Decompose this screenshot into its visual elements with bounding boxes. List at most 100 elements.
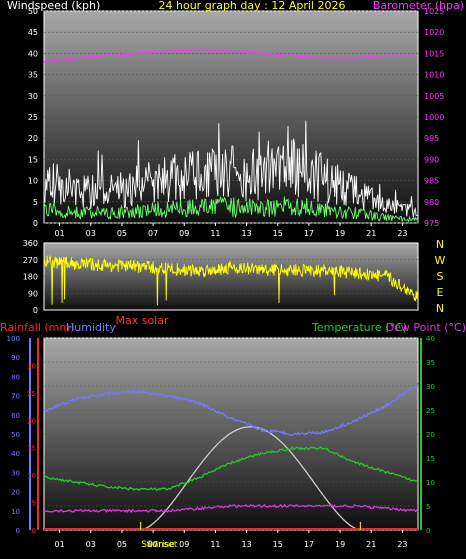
temperature-plot-area [43, 337, 419, 531]
hour-tick-label: 15 [273, 229, 283, 238]
humidity-tick-label: 80 [11, 373, 20, 381]
rainfall-axis-label: Rainfall (mm) [0, 321, 74, 334]
wind-tick-label: 0 [33, 219, 38, 228]
hour-tick-label: 07 [148, 540, 158, 549]
dewpoint-series [43, 503, 419, 514]
baro-tick-label: 1015 [424, 49, 444, 58]
temp-tick-label: 15 [426, 455, 435, 463]
compass-label: W [435, 254, 446, 267]
compass-label: N [436, 238, 444, 251]
baro-tick-label: 975 [424, 219, 439, 228]
hour-tick-label: 23 [397, 229, 407, 238]
wind-barometer-panel: 0510152025303540455097598098599099510001… [7, 0, 464, 238]
compass-label: N [436, 302, 444, 315]
temp-tick-label: 5 [426, 503, 430, 511]
hour-tick-label: 13 [241, 540, 251, 549]
wind-tick-label: 50 [28, 7, 38, 16]
baro-tick-label: 1000 [424, 113, 444, 122]
dewpoint-axis-label: Dew Point (°C) [386, 321, 466, 334]
humidity-tick-label: 100 [7, 335, 20, 343]
baro-tick-label: 980 [424, 198, 439, 207]
hour-tick-label: 01 [54, 540, 64, 549]
barometer-axis-label: Barometer (hpa) [373, 0, 464, 12]
barometer-series [43, 48, 417, 63]
direction-tick-label: 0 [33, 306, 38, 315]
max-solar-label: Max solar [115, 314, 168, 327]
hour-tick-label: 21 [366, 540, 376, 549]
wind-tick-label: 10 [28, 177, 38, 186]
hour-tick-label: 11 [210, 229, 220, 238]
temp-tick-label: 25 [426, 407, 435, 415]
direction-plot-area [43, 242, 419, 311]
temperature-axis-label: Temperature (°C) [311, 321, 407, 334]
humidity-tick-label: 40 [11, 450, 20, 458]
humidity-tick-label: 0 [16, 527, 20, 535]
hour-tick-label: 23 [397, 540, 407, 549]
wind-tick-label: 20 [28, 134, 38, 143]
graph-date-title: 24 hour graph day : 12 April 2026 [159, 0, 346, 12]
wind-tick-label: 35 [28, 71, 38, 80]
wind-tick-label: 40 [28, 49, 38, 58]
hour-tick-label: 15 [273, 540, 283, 549]
hour-tick-label: 17 [304, 229, 314, 238]
baro-tick-label: 1010 [424, 71, 444, 80]
hour-tick-label: 07 [148, 229, 158, 238]
sunrise-label: Sunrise [141, 540, 175, 550]
wind-tick-label: 30 [28, 92, 38, 101]
humidity-tick-label: 10 [11, 508, 20, 516]
temp-tick-label: 35 [426, 359, 435, 367]
temp-tick-label: 30 [426, 383, 435, 391]
humidity-tick-label: 30 [11, 469, 20, 477]
hour-tick-label: 11 [210, 540, 220, 549]
direction-tick-label: 180 [23, 273, 38, 282]
temperature-series [43, 446, 419, 491]
wind-tick-label: 5 [33, 198, 38, 207]
max-solar-series [140, 426, 359, 531]
hour-tick-label: 09 [179, 229, 189, 238]
rain-tick-label: 0 [32, 527, 36, 535]
hour-tick-label: 05 [117, 229, 127, 238]
wind-average-series [43, 195, 419, 223]
humidity-tick-label: 50 [11, 431, 20, 439]
wind-gust-series [43, 120, 419, 218]
direction-tick-label: 270 [23, 256, 38, 265]
rain-tick-label: 15 [27, 445, 36, 453]
humidity-tick-label: 70 [11, 393, 20, 401]
direction-tick-label: 360 [23, 239, 38, 248]
temp-tick-label: 10 [426, 479, 435, 487]
baro-tick-label: 990 [424, 155, 439, 164]
hour-tick-label: 03 [86, 540, 96, 549]
hour-tick-label: 03 [86, 229, 96, 238]
baro-tick-label: 1020 [424, 28, 444, 37]
wind-tick-label: 25 [28, 113, 38, 122]
rain-tick-label: 10 [27, 472, 36, 480]
humidity-tick-label: 90 [11, 354, 20, 362]
wind-tick-label: 45 [28, 28, 38, 37]
baro-tick-label: 985 [424, 177, 439, 186]
sunset-label: Sunset [147, 540, 178, 550]
rain-tick-label: 20 [27, 417, 36, 425]
humidity-tick-label: 60 [11, 412, 20, 420]
hour-tick-label: 19 [335, 540, 345, 549]
temp-humidity-panel: 0102030405060708090100051015202530051015… [0, 321, 466, 550]
rain-tick-label: 5 [32, 500, 36, 508]
humidity-series [43, 382, 419, 436]
hour-tick-label: 05 [117, 540, 127, 549]
humidity-tick-label: 20 [11, 489, 20, 497]
direction-tick-label: 90 [28, 289, 38, 298]
baro-tick-label: 1005 [424, 92, 444, 101]
windspeed-axis-label: Windspeed (kph) [7, 0, 100, 12]
rain-tick-label: 30 [27, 362, 36, 370]
compass-label: S [437, 270, 444, 283]
humidity-axis-label: Humidity [66, 321, 116, 334]
compass-label: E [437, 286, 444, 299]
baro-tick-label: 1025 [424, 7, 444, 16]
hour-tick-label: 13 [241, 229, 251, 238]
hour-tick-label: 01 [54, 229, 64, 238]
baro-tick-label: 995 [424, 134, 439, 143]
rain-tick-label: 25 [27, 390, 36, 398]
temp-tick-label: 40 [426, 335, 435, 343]
hour-tick-label: 21 [366, 229, 376, 238]
